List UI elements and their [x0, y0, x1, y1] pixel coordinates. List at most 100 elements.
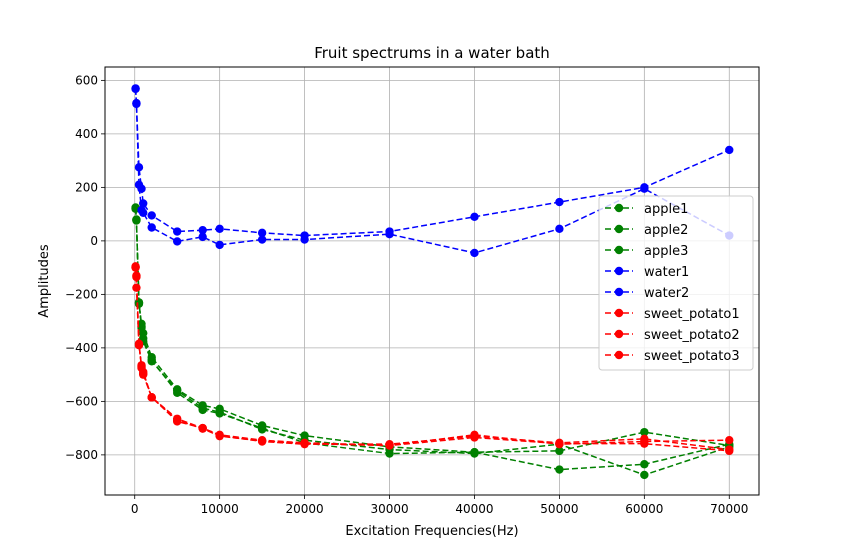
data-point-apple3 [134, 298, 144, 307]
legend: apple1 apple2 apple3 water1 water2 sweet_pota… [598, 195, 754, 371]
data-point-apple1 [640, 427, 649, 437]
series-line-apple2 [134, 208, 730, 471]
data-point-water1 [555, 197, 564, 207]
data-point-sweet_potato3 [385, 441, 394, 450]
legend-marker-apple3 [614, 245, 624, 255]
data-point-water1 [198, 225, 207, 235]
series-layer [131, 84, 734, 480]
data-point-water2 [198, 232, 207, 242]
data-point-apple2 [640, 460, 649, 469]
data-point-apple3 [470, 449, 479, 458]
y-tick-label: 0 [90, 234, 98, 248]
x-tick-label: 20000 [286, 502, 324, 516]
legend-marker-sweet_potato2 [614, 329, 624, 339]
legend-marker-sweet_potato1 [614, 308, 624, 318]
series-line-water2 [134, 88, 730, 254]
series-line-sweet_potato3 [134, 267, 730, 452]
data-point-water2 [257, 235, 267, 244]
data-point-sweet_potato3 [300, 439, 309, 448]
data-point-water2 [139, 208, 148, 217]
legend-label-water2: water2 [644, 286, 689, 301]
legend-label-apple3: apple3 [644, 244, 688, 259]
data-point-water1 [172, 227, 182, 236]
data-point-sweet_potato3 [198, 424, 207, 433]
data-point-sweet_potato3 [139, 367, 148, 377]
ticks: 0 10000 20000 30000 40000 50000 60000 70000 −800… [65, 73, 748, 516]
y-tick-label: 600 [75, 73, 98, 87]
chart-title: Fruit spectrums in a water bath [314, 44, 550, 62]
legend-marker-apple2 [614, 224, 624, 234]
data-point-apple3 [640, 470, 649, 480]
data-point-apple2 [555, 465, 564, 474]
data-point-apple3 [198, 403, 207, 413]
data-point-water2 [470, 248, 479, 258]
x-axis-label: Excitation Frequencies(Hz) [345, 524, 518, 539]
y-tick-label: −800 [65, 448, 98, 462]
data-point-water2 [640, 184, 649, 193]
series-line-apple1 [134, 207, 730, 453]
data-point-sweet_potato3 [172, 415, 182, 425]
data-point-water2 [385, 229, 394, 239]
data-point-sweet_potato3 [555, 439, 564, 448]
data-point-water1 [134, 163, 144, 172]
data-point-sweet_potato3 [147, 393, 156, 402]
data-point-apple3 [137, 322, 146, 331]
data-point-water2 [215, 240, 224, 250]
data-point-sweet_potato3 [257, 436, 267, 446]
legend-label-water1: water1 [644, 265, 689, 280]
data-point-water2 [132, 99, 141, 109]
y-tick-label: 200 [75, 180, 98, 194]
y-axis-label: Amplitudes [37, 244, 52, 318]
data-point-apple1 [555, 446, 564, 456]
legend-marker-water1 [614, 266, 624, 276]
data-point-water1 [725, 145, 734, 155]
x-tick-label: 50000 [540, 502, 578, 516]
x-tick-label: 40000 [455, 502, 493, 516]
plot-frame [104, 66, 760, 496]
x-tick-label: 30000 [370, 502, 408, 516]
x-tick-label: 10000 [201, 502, 239, 516]
legend-box [598, 195, 754, 371]
data-point-water2 [300, 235, 309, 244]
data-point-sweet_potato3 [640, 439, 649, 448]
data-point-sweet_potato3 [470, 433, 479, 442]
data-point-water1 [470, 212, 479, 221]
data-point-apple3 [257, 425, 267, 434]
legend-label-sweet_potato2: sweet_potato2 [644, 328, 740, 343]
data-point-water2 [147, 223, 156, 232]
data-point-apple3 [215, 407, 224, 417]
data-point-sweet_potato3 [725, 446, 734, 456]
legend-label-apple1: apple1 [644, 202, 688, 217]
data-point-water2 [134, 180, 144, 189]
x-tick-label: 0 [131, 502, 139, 516]
legend-label-sweet_potato1: sweet_potato1 [644, 307, 740, 322]
data-point-sweet_potato3 [215, 431, 224, 441]
series-line-apple3 [134, 208, 730, 476]
data-point-apple3 [172, 386, 182, 395]
data-point-sweet_potato3 [132, 283, 141, 292]
x-tick-label: 70000 [710, 502, 748, 516]
data-point-apple3 [132, 216, 141, 225]
legend-marker-sweet_potato3 [614, 350, 624, 360]
legend-marker-apple1 [614, 203, 624, 213]
data-point-sweet_potato3 [134, 339, 144, 349]
data-point-water2 [131, 84, 140, 94]
data-point-water1 [147, 211, 156, 220]
y-tick-label: −400 [65, 341, 98, 355]
data-point-sweet_potato3 [131, 263, 140, 272]
legend-label-sweet_potato3: sweet_potato3 [644, 349, 740, 364]
series-line-water1 [134, 88, 730, 237]
data-point-water2 [555, 224, 564, 234]
legend-label-apple2: apple2 [644, 223, 688, 238]
data-point-sweet_potato1 [725, 435, 734, 445]
x-tick-label: 60000 [625, 502, 663, 516]
y-tick-label: 400 [75, 127, 98, 141]
data-point-water1 [257, 228, 267, 238]
data-point-apple3 [147, 357, 156, 366]
y-tick-label: −200 [65, 287, 98, 301]
data-point-water2 [172, 237, 182, 246]
data-point-water1 [215, 224, 224, 234]
y-tick-label: −600 [65, 394, 98, 408]
legend-marker-water2 [614, 287, 624, 297]
